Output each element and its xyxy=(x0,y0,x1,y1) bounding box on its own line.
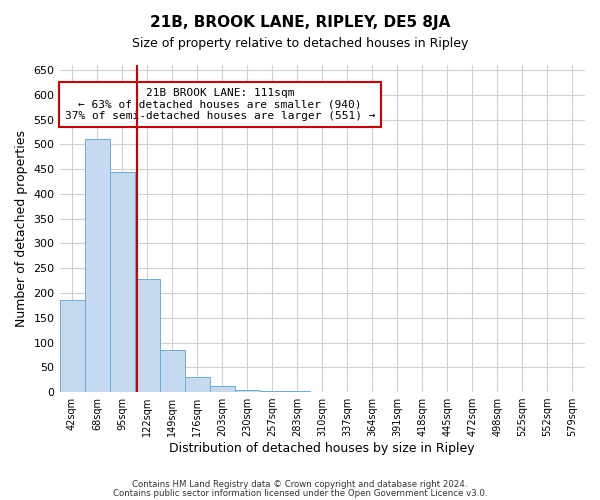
Text: Contains public sector information licensed under the Open Government Licence v3: Contains public sector information licen… xyxy=(113,489,487,498)
Bar xyxy=(285,390,310,392)
Text: 21B, BROOK LANE, RIPLEY, DE5 8JA: 21B, BROOK LANE, RIPLEY, DE5 8JA xyxy=(150,15,450,30)
Bar xyxy=(235,390,260,392)
Bar xyxy=(185,377,209,392)
Text: Size of property relative to detached houses in Ripley: Size of property relative to detached ho… xyxy=(132,38,468,51)
Y-axis label: Number of detached properties: Number of detached properties xyxy=(15,130,28,327)
Bar xyxy=(260,390,285,392)
Bar xyxy=(160,350,185,392)
Bar xyxy=(110,172,134,392)
Bar xyxy=(85,140,110,392)
Bar xyxy=(59,300,85,392)
Text: Contains HM Land Registry data © Crown copyright and database right 2024.: Contains HM Land Registry data © Crown c… xyxy=(132,480,468,489)
Bar xyxy=(209,386,235,392)
Text: 21B BROOK LANE: 111sqm
← 63% of detached houses are smaller (940)
37% of semi-de: 21B BROOK LANE: 111sqm ← 63% of detached… xyxy=(65,88,375,121)
Bar xyxy=(134,279,160,392)
X-axis label: Distribution of detached houses by size in Ripley: Distribution of detached houses by size … xyxy=(169,442,475,455)
